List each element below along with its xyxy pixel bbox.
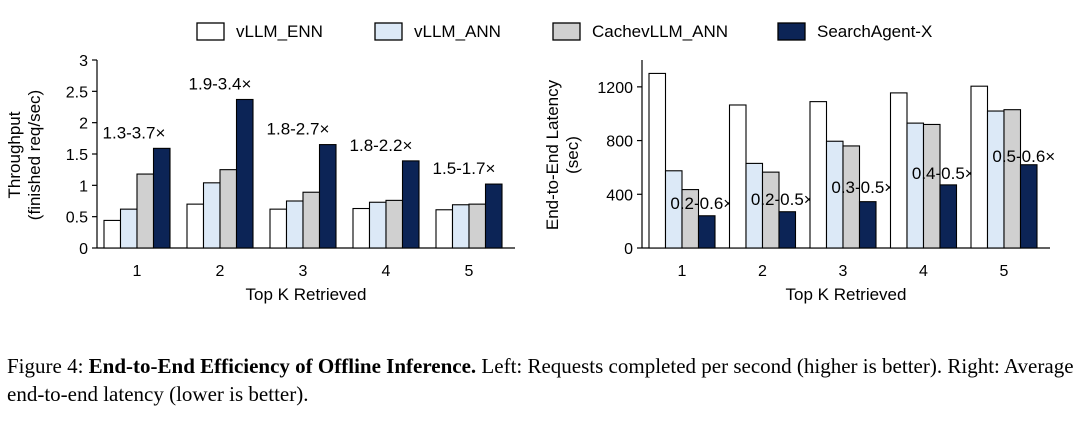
latency-annotation: 0.2-0.5×: [751, 190, 814, 209]
legend-label-1: vLLM_ANN: [414, 22, 501, 41]
caption-rest: Left: Requests completed per second (hig…: [7, 354, 1074, 406]
y-tick-label: 3: [79, 53, 88, 70]
bar-CachevLLM_ANN-4: [922, 123, 941, 249]
latency-annotation: 0.4-0.5×: [912, 164, 975, 183]
bar-vLLM_ENN-1: [648, 72, 667, 249]
y-tick-label: 1: [79, 178, 88, 195]
latency-annotation: 0.5-0.6×: [992, 147, 1055, 166]
figure-caption: Figure 4: End-to-End Efficiency of Offli…: [7, 352, 1077, 408]
bar-vLLM_ENN-1: [103, 219, 122, 249]
y-tick-label: 1200: [597, 80, 633, 97]
bar-CachevLLM_ANN-2: [219, 169, 238, 249]
bar-vLLM_ENN-2: [728, 104, 747, 249]
x-tick-label: 1: [133, 263, 142, 280]
y-tick-label: 0: [624, 241, 633, 258]
bar-vLLM_ANN-3: [285, 200, 304, 249]
legend-label-3: SearchAgent-X: [817, 22, 932, 41]
bar-vLLM_ENN-5: [435, 209, 454, 249]
speedup-annotation: 1.8-2.2×: [350, 136, 413, 155]
bar-SearchAgent-X-2: [235, 98, 254, 249]
x-axis-label: Top K Retrieved: [786, 285, 907, 304]
x-axis-label: Top K Retrieved: [246, 285, 367, 304]
x-tick-label: 4: [919, 263, 928, 280]
bar-CachevLLM_ANN-4: [385, 199, 404, 249]
bar-vLLM_ANN-1: [119, 208, 138, 249]
latency-annotation: 0.3-0.5×: [831, 178, 894, 197]
x-tick-label: 1: [678, 263, 687, 280]
bar-SearchAgent-X-4: [401, 160, 420, 249]
bar-SearchAgent-X-4: [939, 184, 958, 249]
caption-prefix: Figure 4:: [7, 354, 89, 378]
y-axis-label: End-to-End Latency: [543, 79, 562, 230]
bar-SearchAgent-X-5: [484, 183, 503, 249]
x-tick-label: 2: [758, 263, 767, 280]
bar-vLLM_ANN-4: [368, 201, 387, 249]
y-axis-label: (finished req/sec): [25, 90, 44, 220]
bar-vLLM_ANN-4: [906, 122, 925, 249]
x-tick-label: 3: [839, 263, 848, 280]
bar-SearchAgent-X-3: [318, 144, 337, 249]
bar-CachevLLM_ANN-1: [136, 173, 155, 249]
latency-annotation: 0.2-0.6×: [670, 194, 733, 213]
y-tick-label: 0.5: [66, 210, 88, 227]
caption-bold: End-to-End Efficiency of Offline Inferen…: [88, 354, 477, 378]
bar-vLLM_ANN-5: [451, 204, 470, 249]
x-tick-label: 3: [299, 263, 308, 280]
x-tick-label: 5: [465, 263, 474, 280]
bar-CachevLLM_ANN-3: [842, 145, 861, 249]
bar-vLLM_ENN-4: [352, 207, 371, 249]
y-tick-label: 1.5: [66, 147, 88, 164]
bar-SearchAgent-X-3: [858, 201, 877, 249]
legend-swatch-1: [374, 22, 403, 41]
bar-vLLM_ENN-3: [269, 208, 288, 249]
speedup-annotation: 1.3-3.7×: [103, 123, 166, 142]
legend-swatch-3: [777, 22, 806, 41]
bar-SearchAgent-X-1: [697, 215, 716, 249]
y-tick-label: 800: [606, 134, 633, 151]
bar-SearchAgent-X-5: [1019, 164, 1038, 249]
y-tick-label: 2.5: [66, 84, 88, 101]
bar-SearchAgent-X-1: [152, 147, 171, 249]
bar-SearchAgent-X-2: [778, 211, 797, 249]
bar-vLLM_ANN-2: [202, 182, 221, 249]
y-axis-label: (sec): [563, 136, 582, 174]
legend-swatch-0: [196, 22, 225, 41]
legend-swatch-2: [552, 22, 581, 41]
x-tick-label: 4: [382, 263, 391, 280]
legend-label-2: CachevLLM_ANN: [592, 22, 728, 41]
bar-CachevLLM_ANN-5: [1003, 109, 1022, 249]
bar-CachevLLM_ANN-3: [302, 191, 321, 249]
speedup-annotation: 1.8-2.7×: [267, 120, 330, 139]
x-tick-label: 2: [216, 263, 225, 280]
bar-CachevLLM_ANN-5: [468, 203, 487, 249]
y-tick-label: 400: [606, 187, 633, 204]
throughput-chart: 0 0.5 1 1.5 2 2.5 3 1 1.3-3.7× 2 1.9-3.4× 3 1.8-2.7×…: [5, 53, 515, 304]
bar-vLLM_ENN-4: [889, 92, 908, 249]
speedup-annotation: 1.5-1.7×: [433, 159, 496, 178]
y-tick-label: 2: [79, 116, 88, 133]
bar-vLLM_ENN-2: [186, 203, 205, 249]
bar-vLLM_ANN-5: [986, 110, 1005, 249]
legend-label-0: vLLM_ENN: [236, 22, 323, 41]
bar-vLLM_ENN-3: [809, 101, 828, 249]
bar-CachevLLM_ANN-2: [761, 171, 780, 249]
bar-vLLM_ENN-5: [970, 85, 989, 249]
y-axis-label: Throughput: [5, 111, 24, 198]
x-tick-label: 5: [1000, 263, 1009, 280]
y-tick-label: 0: [79, 241, 88, 258]
legend: vLLM_ENN vLLM_ANN CachevLLM_ANN SearchAgent…: [196, 22, 932, 41]
speedup-annotation: 1.9-3.4×: [189, 74, 252, 93]
latency-chart: 0 400 800 1200 1 0.2-0.6× 2 0.2-0.5× 3 0.3-0.5× 4 0…: [543, 60, 1055, 304]
